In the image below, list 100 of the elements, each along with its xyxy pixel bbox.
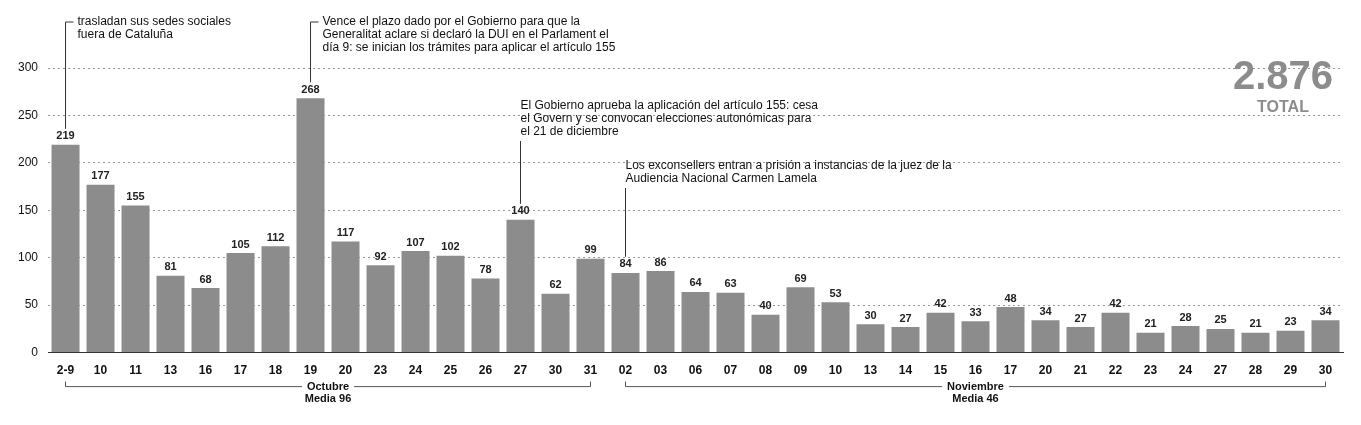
bar — [121, 205, 150, 353]
x-tick-label: 20 — [1038, 363, 1053, 378]
bar — [1311, 320, 1340, 353]
x-tick-label: 16 — [968, 363, 983, 378]
y-tick-label: 250 — [17, 107, 39, 122]
data-label: 140 — [511, 204, 530, 217]
text: Noviembre — [947, 379, 1004, 392]
y-tick-label: 0 — [31, 344, 39, 359]
data-label: 53 — [829, 286, 842, 299]
data-label: 27 — [899, 311, 912, 324]
data-label: 64 — [689, 276, 703, 289]
bar — [1031, 320, 1060, 353]
x-tick-label: 16 — [198, 363, 213, 378]
bar — [51, 144, 80, 353]
x-tick-label: 09 — [793, 363, 808, 378]
data-label: 63 — [724, 277, 737, 290]
data-label: 117 — [336, 226, 355, 239]
data-label: 21 — [1144, 317, 1157, 330]
annotation: Los exconsellers entran a prisión a instancias de la juez de la Audiencia Nacional Carmen Lamela — [625, 158, 953, 186]
x-tick-label: 17 — [233, 363, 248, 378]
x-tick-label: 24 — [408, 363, 423, 378]
x-tick-label: 19 — [303, 363, 318, 378]
data-label: 81 — [164, 260, 177, 273]
bar — [191, 288, 220, 353]
data-label: 23 — [1284, 315, 1297, 328]
bar — [856, 324, 885, 353]
data-label: 48 — [1004, 291, 1017, 304]
bar — [1101, 312, 1130, 353]
y-tick-label: 100 — [17, 250, 39, 265]
data-label: 40 — [759, 299, 772, 312]
bar — [926, 312, 955, 353]
bar — [576, 258, 605, 353]
x-tick-label: 17 — [1003, 363, 1018, 378]
data-label: 86 — [654, 255, 667, 268]
data-label: 68 — [199, 272, 212, 285]
x-tick-label: 13 — [863, 363, 878, 378]
x-tick-label: 13 — [163, 363, 178, 378]
bar — [681, 291, 710, 353]
text: Vence el plazo dado por el Gobierno para que la Generalitat aclare si declaró la DUI en el Parlament el día 9: se inician los trámites para aplicar el artículo 155 — [322, 14, 616, 55]
bar — [471, 278, 500, 353]
bar — [261, 246, 290, 353]
x-tick-label: 10 — [828, 363, 843, 378]
x-tick-label: 07 — [723, 363, 738, 378]
bar — [401, 251, 430, 353]
data-label: 219 — [56, 129, 75, 142]
bar — [646, 271, 675, 353]
x-tick-label: 10 — [93, 363, 108, 378]
x-tick-label: 11 — [129, 363, 143, 378]
data-label: 107 — [406, 235, 425, 248]
x-tick-label: 20 — [338, 363, 353, 378]
data-label: 28 — [1179, 310, 1192, 323]
data-label: 33 — [969, 305, 982, 318]
bar — [996, 307, 1025, 353]
x-tick-label: 14 — [898, 363, 913, 378]
bar — [961, 321, 990, 353]
x-tick-label: 22 — [1108, 363, 1123, 378]
bar — [751, 314, 780, 353]
x-tick-label: 31 — [583, 363, 598, 378]
x-tick-label: 08 — [758, 363, 773, 378]
bar — [1206, 328, 1235, 353]
bar — [1171, 326, 1200, 353]
x-tick-label: 18 — [268, 363, 283, 378]
data-label: 34 — [1039, 304, 1053, 317]
text: trasladan sus sedes sociales fuera de Cataluña — [77, 14, 231, 42]
x-tick-label: 06 — [688, 363, 703, 378]
data-label: 99 — [584, 243, 597, 256]
x-tick-label: 27 — [1213, 363, 1228, 378]
x-tick-label: 23 — [373, 363, 388, 378]
bar — [86, 184, 115, 353]
text: Octubre — [306, 379, 350, 392]
bar — [296, 98, 325, 353]
bar — [226, 252, 255, 353]
text: Media 96 — [304, 392, 352, 405]
annotation: El Gobierno aprueba la aplicación del artículo 155: cesa el Govern y se convocan elecciones autonómicas para el 21 de diciembre — [520, 98, 819, 139]
bar — [156, 275, 185, 353]
bar — [506, 219, 535, 353]
x-tick-label: 29 — [1283, 363, 1298, 378]
annotation: 2.876 — [1232, 53, 1334, 98]
x-tick-label: 02 — [618, 363, 633, 378]
x-tick-label: 15 — [933, 363, 948, 378]
x-tick-label: 21 — [1073, 363, 1088, 378]
x-tick-label: 28 — [1248, 363, 1263, 378]
bar — [1276, 330, 1305, 353]
bar — [786, 287, 815, 353]
text: Media 46 — [952, 392, 999, 405]
data-label: 25 — [1214, 313, 1227, 326]
data-label: 268 — [301, 82, 320, 95]
bar — [821, 302, 850, 353]
x-tick-label: 03 — [653, 363, 668, 378]
data-label: 112 — [266, 230, 285, 243]
bar — [1066, 326, 1095, 353]
data-label: 69 — [794, 271, 807, 284]
bar — [1136, 332, 1165, 353]
data-label: 84 — [619, 257, 633, 270]
data-label: 30 — [864, 308, 877, 321]
bar — [366, 265, 395, 353]
annotation: TOTAL — [1257, 98, 1310, 116]
data-label: 105 — [231, 237, 250, 250]
data-label: 62 — [549, 278, 562, 291]
y-tick-label: 300 — [17, 60, 39, 75]
